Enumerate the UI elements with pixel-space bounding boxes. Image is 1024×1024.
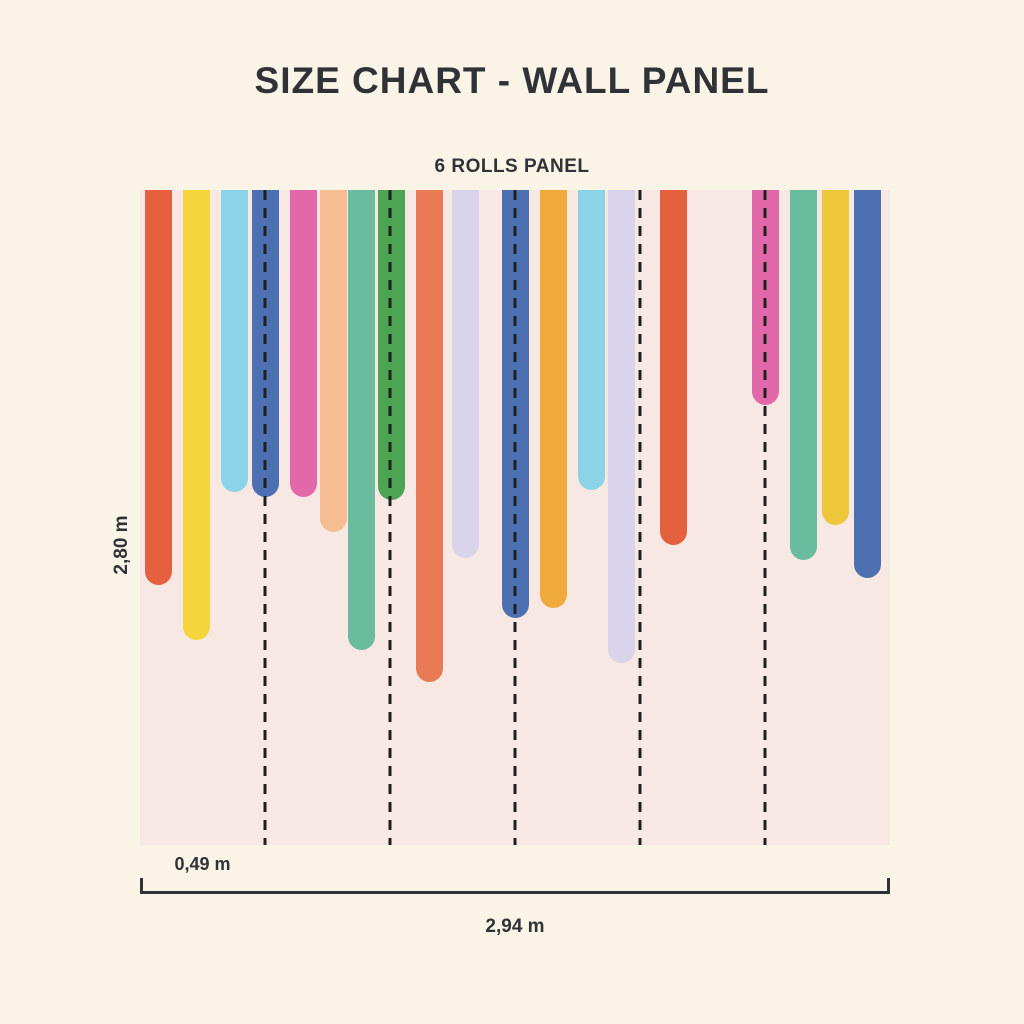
wallpaper-stripe-19: [854, 190, 881, 578]
wallpaper-stripe-3: [221, 190, 248, 492]
roll-divider-3: [513, 190, 517, 845]
roll-divider-5: [763, 190, 767, 845]
total-width-dimension-label: 2,94 m: [485, 916, 545, 937]
rolls-panel-subtitle: 6 ROLLS PANEL: [434, 156, 590, 177]
wallpaper-stripe-10: [452, 190, 479, 558]
wallpaper-stripe-13: [578, 190, 605, 490]
wallpaper-stripe-1: [145, 190, 172, 585]
wallpaper-stripe-17: [790, 190, 817, 560]
wallpaper-stripe-18: [822, 190, 849, 525]
total-width-bracket: [140, 878, 890, 894]
roll-divider-4: [638, 190, 642, 845]
wallpaper-stripe-6: [320, 190, 347, 532]
roll-width-dimension-label: 0,49 m: [174, 854, 231, 874]
roll-divider-2: [388, 190, 392, 845]
wallpaper-stripe-8: [378, 190, 405, 500]
wallpaper-stripe-9: [416, 190, 443, 682]
wallpaper-stripe-12: [540, 190, 567, 608]
roll-divider-1: [263, 190, 267, 845]
height-dimension-label: 2,80 m: [111, 515, 132, 575]
wallpaper-stripe-5: [290, 190, 317, 497]
wallpaper-stripe-7: [348, 190, 375, 650]
wallpaper-stripe-15: [660, 190, 687, 545]
wallpaper-stripe-2: [183, 190, 210, 640]
page-title: SIZE CHART - WALL PANEL: [254, 60, 770, 101]
panel-canvas: [140, 190, 890, 845]
wallpaper-stripe-14: [608, 190, 635, 663]
